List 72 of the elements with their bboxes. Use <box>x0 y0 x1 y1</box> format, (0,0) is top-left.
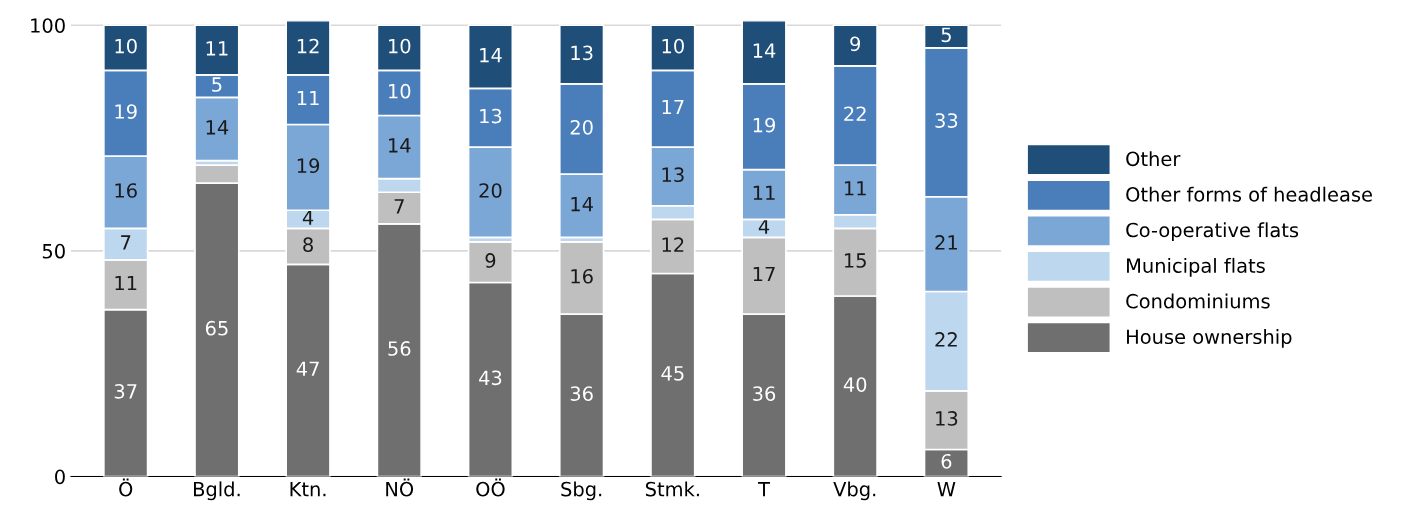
data-label: 21 <box>935 235 957 250</box>
data-label: 19 <box>115 104 137 119</box>
legend-label: Condominiums <box>1126 293 1270 309</box>
y-tick-label: 0 <box>55 469 65 485</box>
data-label: 11 <box>844 181 866 196</box>
data-label: 14 <box>753 43 776 58</box>
data-label: 17 <box>753 266 775 282</box>
data-label: 43 <box>479 370 502 386</box>
data-label: 10 <box>662 38 684 54</box>
data-label: 13 <box>571 45 593 61</box>
data-label: 20 <box>479 183 502 198</box>
data-label: 11 <box>753 185 775 200</box>
x-tick-label: Stmk. <box>645 481 699 497</box>
x-tick-label: Ö <box>119 478 133 497</box>
data-label: 36 <box>753 386 776 401</box>
data-label: 14 <box>206 120 229 135</box>
data-label: 11 <box>115 275 137 291</box>
data-label: 13 <box>662 167 684 183</box>
data-label: 12 <box>662 237 684 252</box>
data-label: 22 <box>935 332 957 347</box>
data-label: 4 <box>758 219 770 234</box>
x-tick-label: Ktn. <box>290 482 326 497</box>
data-label: 7 <box>121 235 131 250</box>
data-label: 13 <box>480 108 502 124</box>
data-label: 13 <box>936 411 958 426</box>
data-label: 10 <box>115 38 137 54</box>
data-label: 7 <box>394 199 404 214</box>
data-label: 56 <box>388 341 411 356</box>
x-tick-label: OÖ <box>476 478 505 497</box>
y-tick-label: 100 <box>31 18 65 33</box>
data-label: 15 <box>844 253 866 268</box>
data-label: 22 <box>844 106 866 121</box>
data-label: 12 <box>297 38 319 54</box>
data-label: 6 <box>941 453 952 469</box>
data-label: 5 <box>212 77 222 92</box>
data-label: 17 <box>662 99 684 115</box>
data-label: 33 <box>935 113 958 128</box>
data-label: 16 <box>115 183 137 198</box>
x-tick-label: Bgld. <box>194 481 240 501</box>
data-label: 19 <box>753 117 776 133</box>
legend-label: House ownership <box>1127 329 1292 348</box>
legend-label: Other forms of headlease <box>1126 186 1372 202</box>
data-label: 47 <box>296 361 319 376</box>
data-label: 8 <box>303 237 313 253</box>
data-label: 20 <box>570 119 593 135</box>
data-label: 4 <box>302 210 314 225</box>
data-label: 5 <box>941 27 951 43</box>
x-tick-label: Vbg. <box>833 481 876 501</box>
data-label: 40 <box>843 377 867 392</box>
data-label: 16 <box>571 268 593 284</box>
data-label: 45 <box>661 366 684 381</box>
data-label: 10 <box>389 38 411 54</box>
x-tick-label: NÖ <box>386 478 414 497</box>
data-label: 36 <box>570 386 593 401</box>
x-tick-label: W <box>937 482 956 497</box>
data-label: 14 <box>480 48 502 63</box>
data-label: 14 <box>571 196 593 212</box>
x-tick-label: T <box>758 482 771 497</box>
data-label: 9 <box>850 36 861 52</box>
data-label: 9 <box>485 253 496 268</box>
legend-label: Municipal flats <box>1127 257 1265 277</box>
y-tick-label: 50 <box>42 243 65 259</box>
data-label: 11 <box>297 90 319 106</box>
data-label: 10 <box>389 83 411 99</box>
data-label: 19 <box>297 158 320 174</box>
data-label: 11 <box>206 41 228 56</box>
data-label: 14 <box>389 138 411 153</box>
data-label: 65 <box>205 320 228 336</box>
legend-label: Other <box>1126 151 1181 167</box>
legend-label: Co-operative flats <box>1126 222 1299 242</box>
x-tick-label: Sbg. <box>561 481 602 501</box>
data-label: 37 <box>114 384 137 399</box>
